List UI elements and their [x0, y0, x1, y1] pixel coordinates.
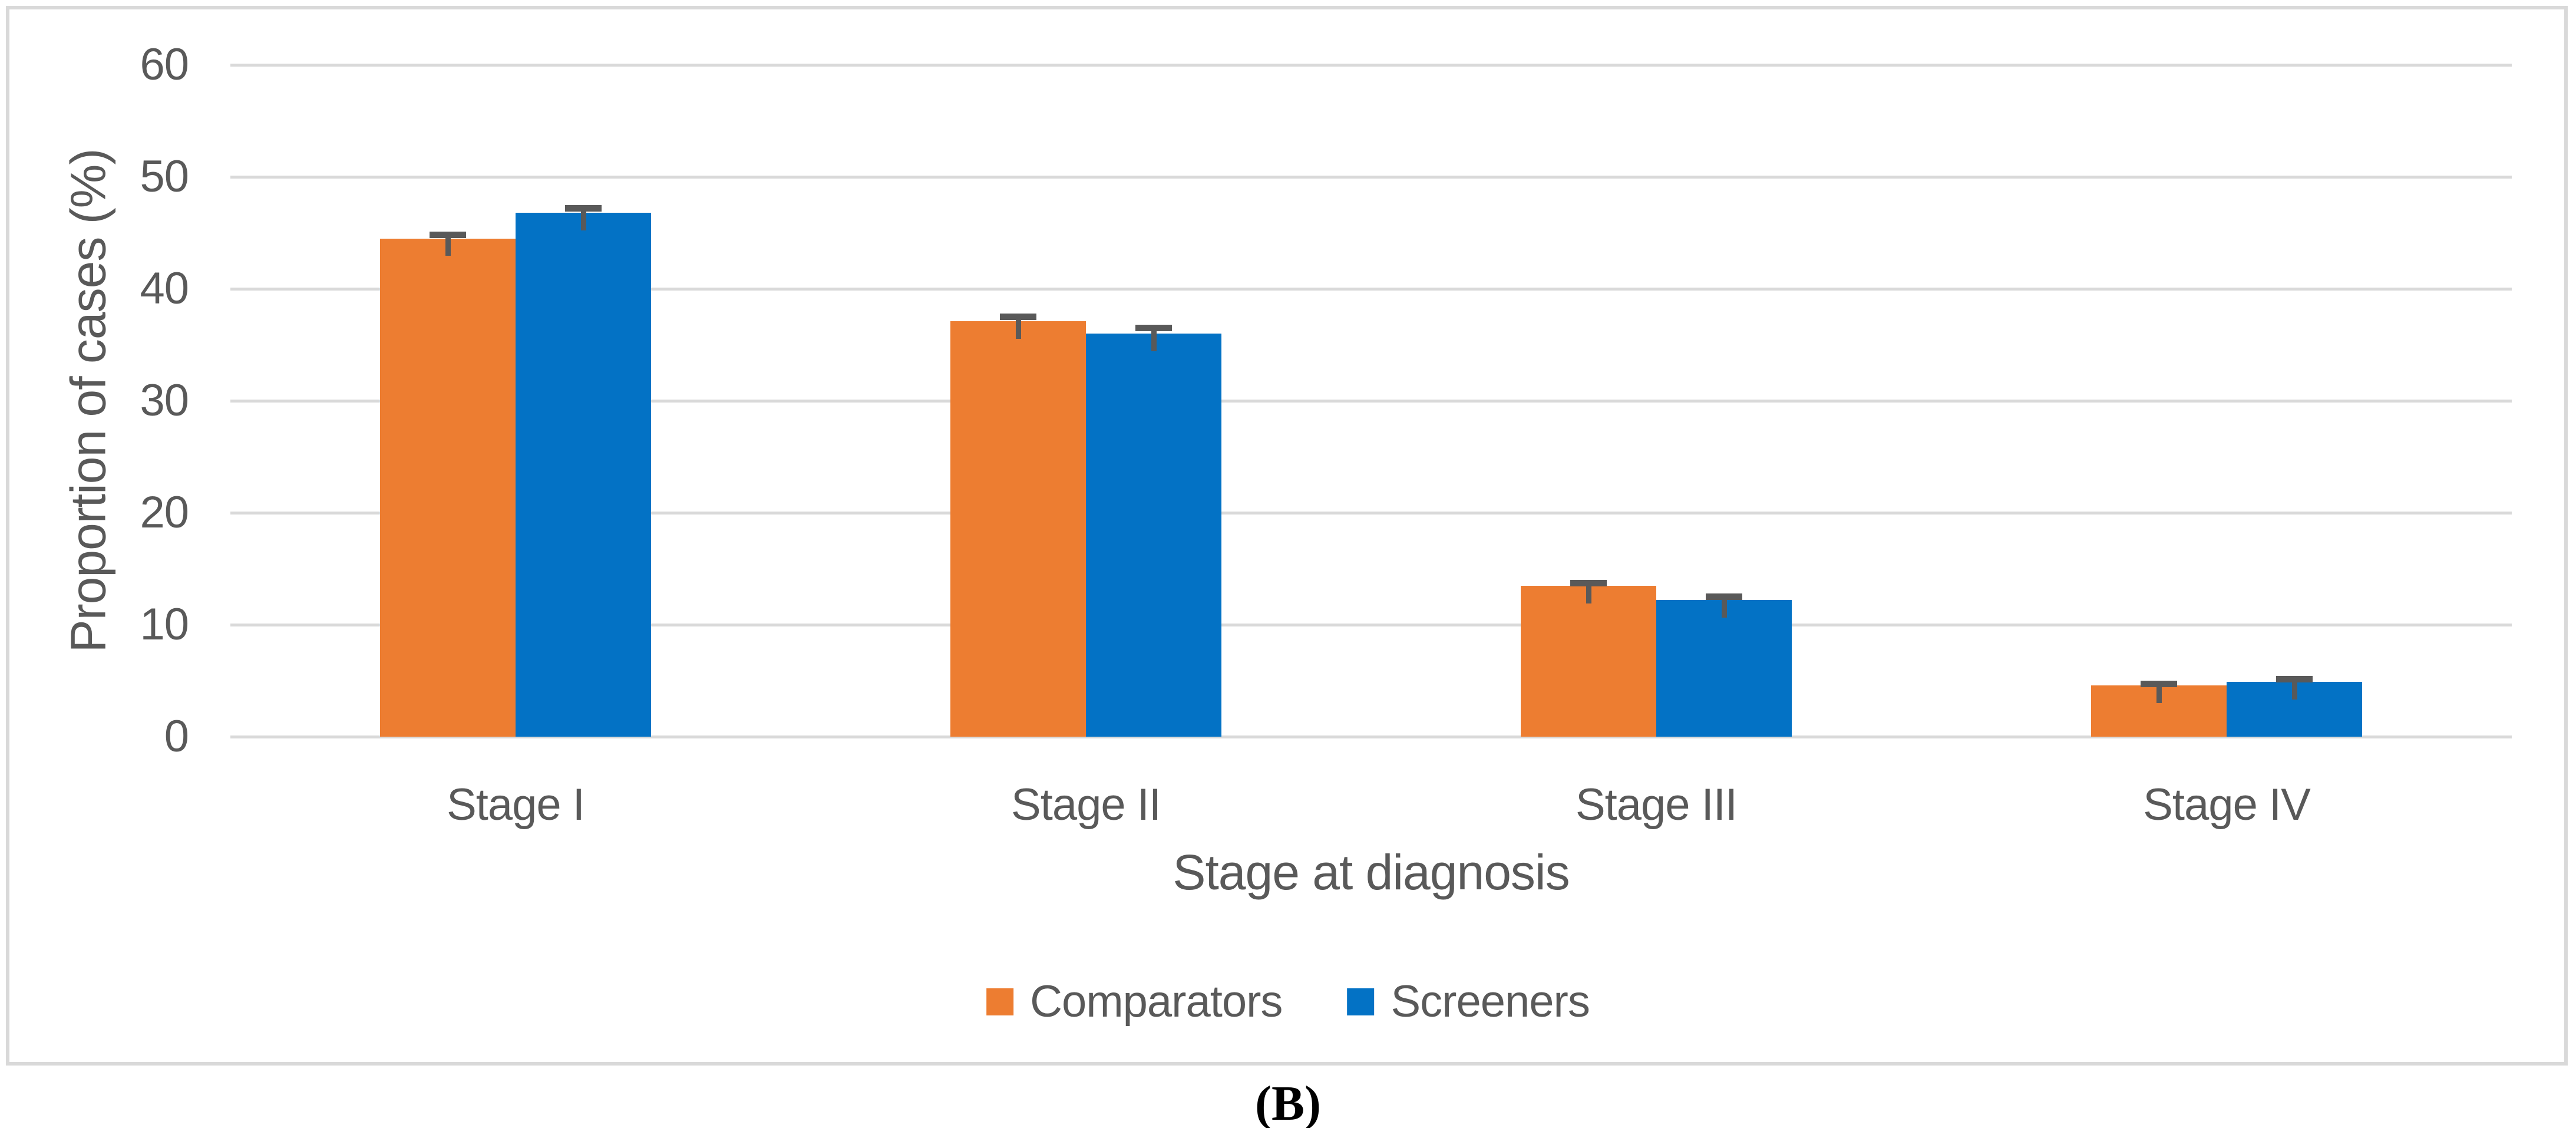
error-bar — [1016, 313, 1021, 339]
error-bar-cap — [565, 205, 602, 212]
error-bar-cap — [1135, 324, 1172, 331]
error-bar — [1151, 324, 1157, 351]
y-tick-label: 50 — [140, 151, 189, 202]
error-bar-cap — [1000, 313, 1036, 320]
bar-comparators-stage-ii — [950, 321, 1086, 737]
bar-comparators-stage-iii — [1521, 585, 1656, 737]
legend-label-comparators: Comparators — [1030, 977, 1283, 1027]
error-bar — [1586, 580, 1591, 603]
y-tick-label: 20 — [140, 487, 189, 537]
error-bar — [2156, 681, 2162, 703]
legend: Comparators Screeners — [986, 976, 1590, 1027]
error-bar-cap — [430, 232, 466, 239]
error-bar — [2292, 676, 2297, 700]
gridline-40 — [230, 288, 2512, 291]
y-tick-label: 60 — [140, 39, 189, 90]
legend-item-comparators: Comparators — [986, 976, 1283, 1027]
y-tick-label: 0 — [164, 711, 189, 761]
gridline-10 — [230, 624, 2512, 626]
category-label: Stage III — [1575, 780, 1738, 830]
gridline-60 — [230, 64, 2512, 67]
error-bar-cap — [2276, 676, 2313, 683]
x-axis-title: Stage at diagnosis — [1173, 845, 1570, 900]
category-label: Stage IV — [2143, 780, 2311, 830]
legend-swatch-screeners — [1347, 988, 1375, 1015]
category-label: Stage II — [1011, 780, 1161, 830]
gridline-0 — [230, 735, 2512, 738]
y-tick-label: 30 — [140, 375, 189, 426]
bar-screeners-stage-iii — [1656, 600, 1792, 737]
legend-label-screeners: Screeners — [1391, 977, 1590, 1027]
bar-screeners-stage-i — [516, 212, 651, 737]
legend-item-screeners: Screeners — [1347, 976, 1590, 1027]
category-label: Stage I — [447, 780, 585, 830]
error-bar — [445, 232, 451, 256]
y-tick-label: 10 — [140, 599, 189, 649]
bar-comparators-stage-i — [380, 238, 516, 737]
error-bar — [1722, 593, 1727, 618]
bar-screeners-stage-ii — [1086, 334, 1221, 737]
y-tick-label: 40 — [140, 263, 189, 314]
error-bar-cap — [1706, 593, 1742, 600]
gridline-50 — [230, 176, 2512, 179]
error-bar-cap — [2141, 681, 2177, 687]
error-bar — [581, 205, 586, 230]
figure-caption: (B) — [1255, 1076, 1321, 1128]
error-bar-cap — [1570, 580, 1607, 586]
gridline-20 — [230, 512, 2512, 514]
legend-swatch-comparators — [986, 988, 1014, 1015]
gridline-30 — [230, 400, 2512, 403]
